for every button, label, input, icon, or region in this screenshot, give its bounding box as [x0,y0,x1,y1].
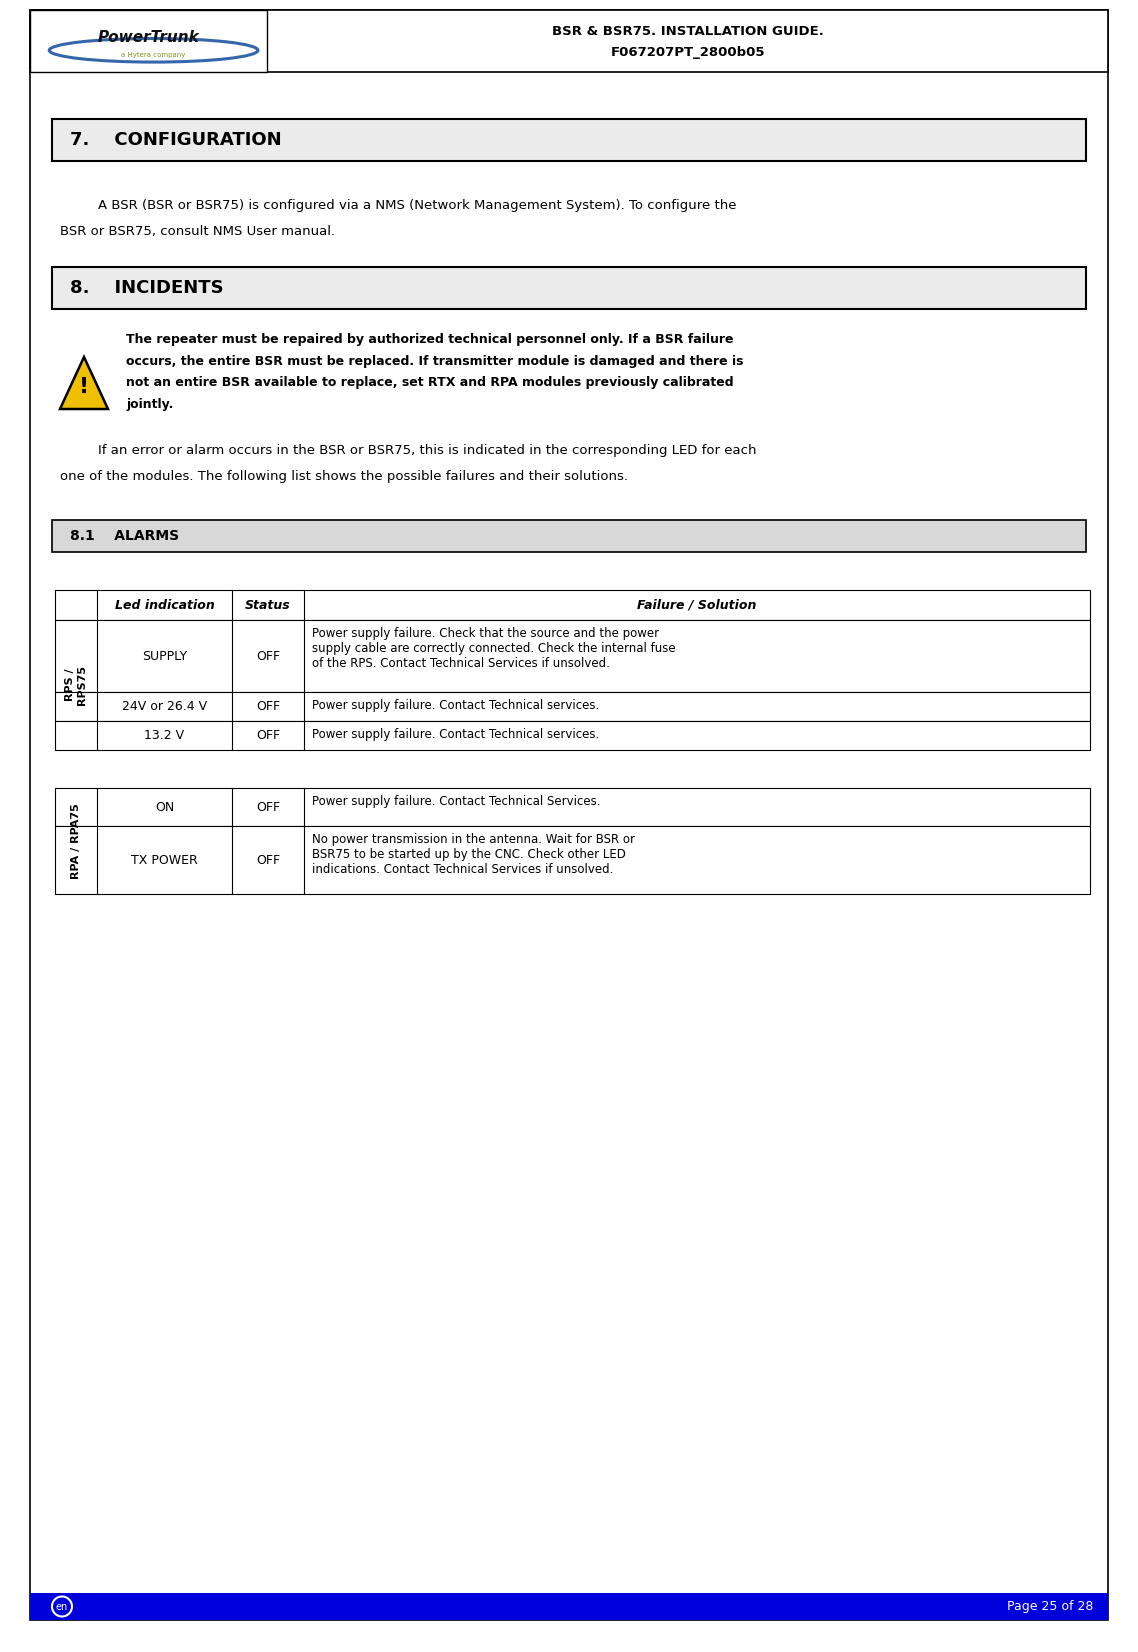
Text: one of the modules. The following list shows the possible failures and their sol: one of the modules. The following list s… [60,471,628,482]
Bar [30,1593,1108,1621]
Bar [55,620,1090,692]
Text: F067207PT_2800b05: F067207PT_2800b05 [610,46,765,59]
Text: 8.    INCIDENTS: 8. INCIDENTS [71,279,224,297]
Text: RPA / RPA75: RPA / RPA75 [71,803,81,879]
Text: Status: Status [245,598,291,611]
Text: OFF: OFF [256,854,280,867]
Text: Power supply failure. Contact Technical services.: Power supply failure. Contact Technical … [312,699,600,712]
Text: BSR or BSR75, consult NMS User manual.: BSR or BSR75, consult NMS User manual. [60,225,335,238]
Text: A BSR (BSR or BSR75) is configured via a NMS (Network Management System). To con: A BSR (BSR or BSR75) is configured via a… [98,198,736,211]
Bar [55,590,1090,620]
Text: Page 25 of 28: Page 25 of 28 [1007,1601,1092,1612]
Text: OFF: OFF [256,700,280,714]
Text: SUPPLY: SUPPLY [142,649,187,662]
Text: No power transmission in the antenna. Wait for BSR or
BSR75 to be started up by : No power transmission in the antenna. Wa… [312,833,635,876]
Text: a Hytera company: a Hytera company [122,51,185,58]
Text: If an error or alarm occurs in the BSR or BSR75, this is indicated in the corres: If an error or alarm occurs in the BSR o… [98,444,757,458]
Text: Led indication: Led indication [115,598,214,611]
Text: Failure / Solution: Failure / Solution [637,598,757,611]
Text: !: ! [79,377,89,396]
Polygon shape [60,357,108,410]
Text: Power supply failure. Check that the source and the power
supply cable are corre: Power supply failure. Check that the sou… [312,628,676,671]
Text: ON: ON [155,801,174,813]
Text: 13.2 V: 13.2 V [145,729,184,742]
Text: 24V or 26.4 V: 24V or 26.4 V [122,700,207,714]
Text: 7.    CONFIGURATION: 7. CONFIGURATION [71,131,281,149]
Text: en: en [56,1601,68,1611]
Bar [52,268,1086,309]
Text: Power supply failure. Contact Technical services.: Power supply failure. Contact Technical … [312,729,600,742]
Text: not an entire BSR available to replace, set RTX and RPA modules previously calib: not an entire BSR available to replace, … [126,377,734,388]
Bar [55,826,1090,894]
Text: 8.1    ALARMS: 8.1 ALARMS [71,529,179,544]
Bar [55,692,1090,720]
Text: PowerTrunk: PowerTrunk [98,30,199,45]
Bar [52,520,1086,552]
Text: BSR & BSR75. INSTALLATION GUIDE.: BSR & BSR75. INSTALLATION GUIDE. [552,25,824,38]
Text: OFF: OFF [256,729,280,742]
Bar [30,10,1108,73]
Text: RPS /
RPS75: RPS / RPS75 [65,666,86,705]
Text: Power supply failure. Contact Technical Services.: Power supply failure. Contact Technical … [312,795,601,808]
Text: OFF: OFF [256,649,280,662]
Text: occurs, the entire BSR must be replaced. If transmitter module is damaged and th: occurs, the entire BSR must be replaced.… [126,355,743,367]
Text: OFF: OFF [256,801,280,813]
Text: jointly.: jointly. [126,398,173,410]
Bar [55,720,1090,750]
Text: TX POWER: TX POWER [131,854,198,867]
Bar [52,119,1086,160]
Bar [30,10,267,73]
Bar [55,788,1090,826]
Text: The repeater must be repaired by authorized technical personnel only. If a BSR f: The repeater must be repaired by authori… [126,334,734,345]
